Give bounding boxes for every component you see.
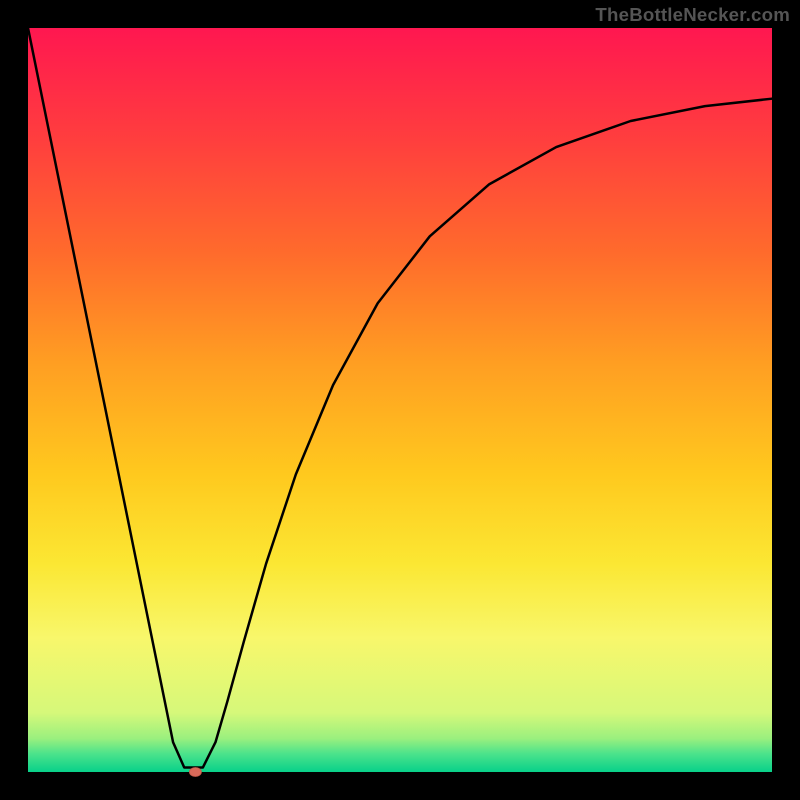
watermark-text: TheBottleNecker.com — [595, 4, 790, 26]
chart-svg — [0, 0, 800, 800]
bottleneck-chart: TheBottleNecker.com — [0, 0, 800, 800]
chart-plot-background — [28, 28, 772, 772]
optimal-point-marker — [189, 768, 201, 777]
